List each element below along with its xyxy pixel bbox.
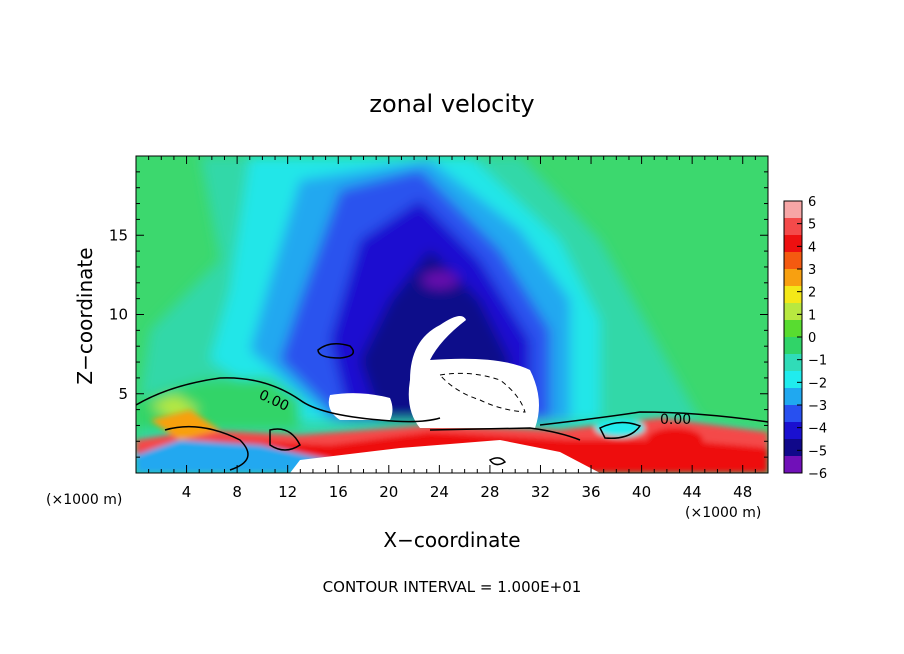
colorbar-swatch [784, 269, 802, 287]
colorbar-label: −5 [808, 444, 827, 459]
y-axis-label: Z−coordinate [73, 247, 97, 384]
x-tick-label: 12 [278, 483, 297, 501]
colorbar-swatch [784, 286, 802, 304]
x-unit-right: (×1000 m) [685, 505, 761, 521]
y-tick-label: 15 [109, 226, 128, 244]
colorbar-swatch [784, 439, 802, 457]
colorbar-label: 6 [808, 195, 816, 210]
y-axis: 5 10 15 [109, 171, 768, 458]
colorbar-swatch [784, 235, 802, 253]
colorbar-swatch [784, 405, 802, 423]
colorbar-swatch [784, 354, 802, 372]
x-tick-label: 40 [632, 483, 651, 501]
colorbar-label: −6 [808, 467, 827, 482]
colorbar: 6 5 4 3 2 1 0 −1 −2 −3 −4 −5 −6 [783, 195, 827, 482]
x-tick-label: 20 [379, 483, 398, 501]
x-tick-label: 24 [430, 483, 449, 501]
x-tick-label: 44 [683, 483, 702, 501]
colorbar-swatch [784, 371, 802, 389]
heatmap-field [136, 156, 768, 473]
y-tick-label: 5 [118, 385, 128, 403]
colorbar-swatch [784, 218, 802, 236]
x-tick-label: 16 [329, 483, 348, 501]
contour-interval-note: CONTOUR INTERVAL = 1.000E+01 [323, 578, 582, 596]
x-tick-label: 28 [480, 483, 499, 501]
x-axis: 4 8 12 16 20 24 28 32 36 40 44 48 [148, 156, 756, 501]
colorbar-swatch [784, 320, 802, 338]
x-tick-label: 8 [232, 483, 242, 501]
colorbar-swatch [784, 252, 802, 270]
colorbar-label: −2 [808, 376, 827, 391]
colorbar-label: −4 [808, 422, 827, 437]
y-tick-label: 10 [109, 306, 128, 324]
colorbar-swatch [784, 422, 802, 440]
colorbar-swatch [784, 201, 802, 219]
colorbar-swatch [784, 303, 802, 321]
contour-label: 0.00 [660, 412, 691, 428]
chart-title: zonal velocity [369, 90, 534, 118]
x-tick-label: 36 [581, 483, 600, 501]
colorbar-label: 1 [808, 308, 816, 323]
colorbar-swatch [784, 388, 802, 406]
colorbar-swatch [784, 456, 802, 474]
colorbar-label: 3 [808, 263, 816, 278]
colorbar-label: 4 [808, 240, 816, 255]
colorbar-label: 0 [808, 331, 816, 346]
x-tick-label: 32 [531, 483, 550, 501]
colorbar-swatch [784, 337, 802, 355]
x-tick-label: 48 [733, 483, 752, 501]
colorbar-label: 5 [808, 218, 816, 233]
colorbar-label: 2 [808, 286, 816, 301]
x-unit-left: (×1000 m) [46, 492, 122, 508]
x-axis-label: X−coordinate [383, 528, 520, 552]
x-tick-label: 4 [182, 483, 192, 501]
colorbar-label: −1 [808, 354, 827, 369]
colorbar-label: −3 [808, 399, 827, 414]
